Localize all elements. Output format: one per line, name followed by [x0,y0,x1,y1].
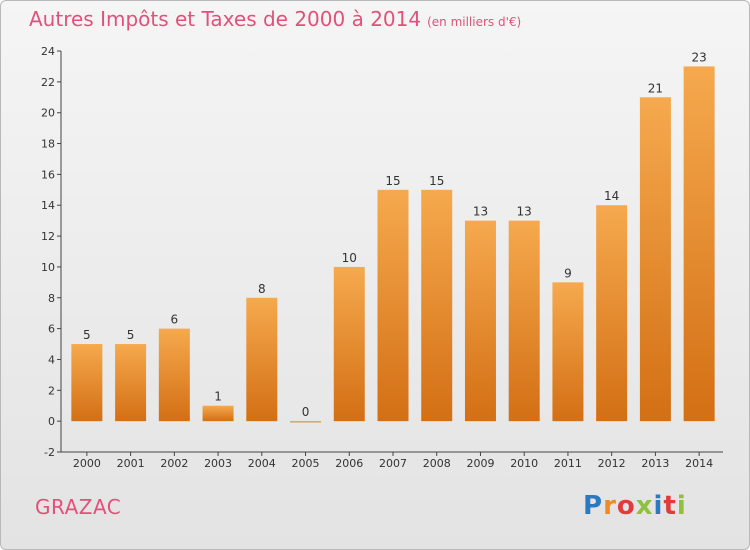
y-tick-label: 12 [41,230,55,243]
y-tick-label: 18 [41,138,55,151]
y-tick-label: 14 [41,199,55,212]
logo-letter: i [676,491,687,521]
y-tick-label: 4 [48,353,55,366]
x-tick-label-2001: 2001 [117,457,145,470]
x-tick-label-2003: 2003 [204,457,232,470]
y-tick-label: 22 [41,76,55,89]
data-label-2009: 13 [473,205,488,219]
x-tick-label-2002: 2002 [160,457,188,470]
bar-2002 [158,328,190,422]
x-tick-label-2011: 2011 [554,457,582,470]
x-tick-label-2004: 2004 [248,457,276,470]
x-tick-label-2010: 2010 [510,457,538,470]
y-tick-label: 16 [41,168,55,181]
x-tick-label-2007: 2007 [379,457,407,470]
x-tick-label-2005: 2005 [292,457,320,470]
data-label-2003: 1 [214,390,222,404]
logo-letter: r [603,491,617,521]
bar-2009 [464,220,496,422]
x-tick-label-2009: 2009 [466,457,494,470]
y-tick-label: 2 [48,384,55,397]
data-label-2002: 6 [171,313,179,327]
x-tick-label-2008: 2008 [423,457,451,470]
logo-letter: x [635,491,654,521]
data-label-2007: 15 [385,174,400,188]
x-tick-label-2006: 2006 [335,457,363,470]
data-label-2012: 14 [604,189,619,203]
chart-title-text: Autres Impôts et Taxes de 2000 à 2014 [29,7,422,31]
data-label-2013: 21 [648,81,663,95]
data-label-2010: 13 [517,205,532,219]
bar-2005 [290,421,322,423]
y-tick-label: 24 [41,45,55,58]
y-tick-label: 6 [48,323,55,336]
data-label-2011: 9 [564,266,572,280]
bar-2003 [202,405,234,422]
bar-2006 [333,266,365,422]
logo-letter: P [583,491,604,521]
x-tick-label-2000: 2000 [73,457,101,470]
data-label-2004: 8 [258,282,266,296]
data-label-2001: 5 [127,328,135,342]
logo-letter: i [653,491,664,521]
x-tick-label-2013: 2013 [641,457,669,470]
y-tick-label: -2 [44,446,55,459]
bar-2004 [246,297,278,422]
data-label-2008: 15 [429,174,444,188]
town-name: GRAZAC [35,495,122,519]
chart-unit: (en milliers d'€) [427,15,522,29]
data-label-2000: 5 [83,328,91,342]
bar-2013 [639,97,671,422]
x-tick-label-2012: 2012 [598,457,626,470]
bar-2012 [596,205,628,422]
chart-title: Autres Impôts et Taxes de 2000 à 2014 (en… [29,7,521,31]
x-tick-label-2014: 2014 [685,457,713,470]
data-label-2014: 23 [691,50,706,64]
bar-2001 [115,344,147,422]
bar-2000 [71,344,103,422]
bar-2010 [508,220,540,422]
bar-2011 [552,282,584,422]
data-label-2005: 0 [302,405,310,419]
proxiti-logo: Proxiti [583,491,687,521]
logo-letter: t [663,491,677,521]
bar-2008 [421,189,453,422]
logo-letter: o [616,491,636,521]
y-tick-label: 8 [48,292,55,305]
bar-2007 [377,189,409,422]
bar-2014 [683,66,715,422]
y-tick-label: 20 [41,107,55,120]
y-tick-label: 0 [48,415,55,428]
data-label-2006: 10 [342,251,357,265]
y-tick-label: 10 [41,261,55,274]
